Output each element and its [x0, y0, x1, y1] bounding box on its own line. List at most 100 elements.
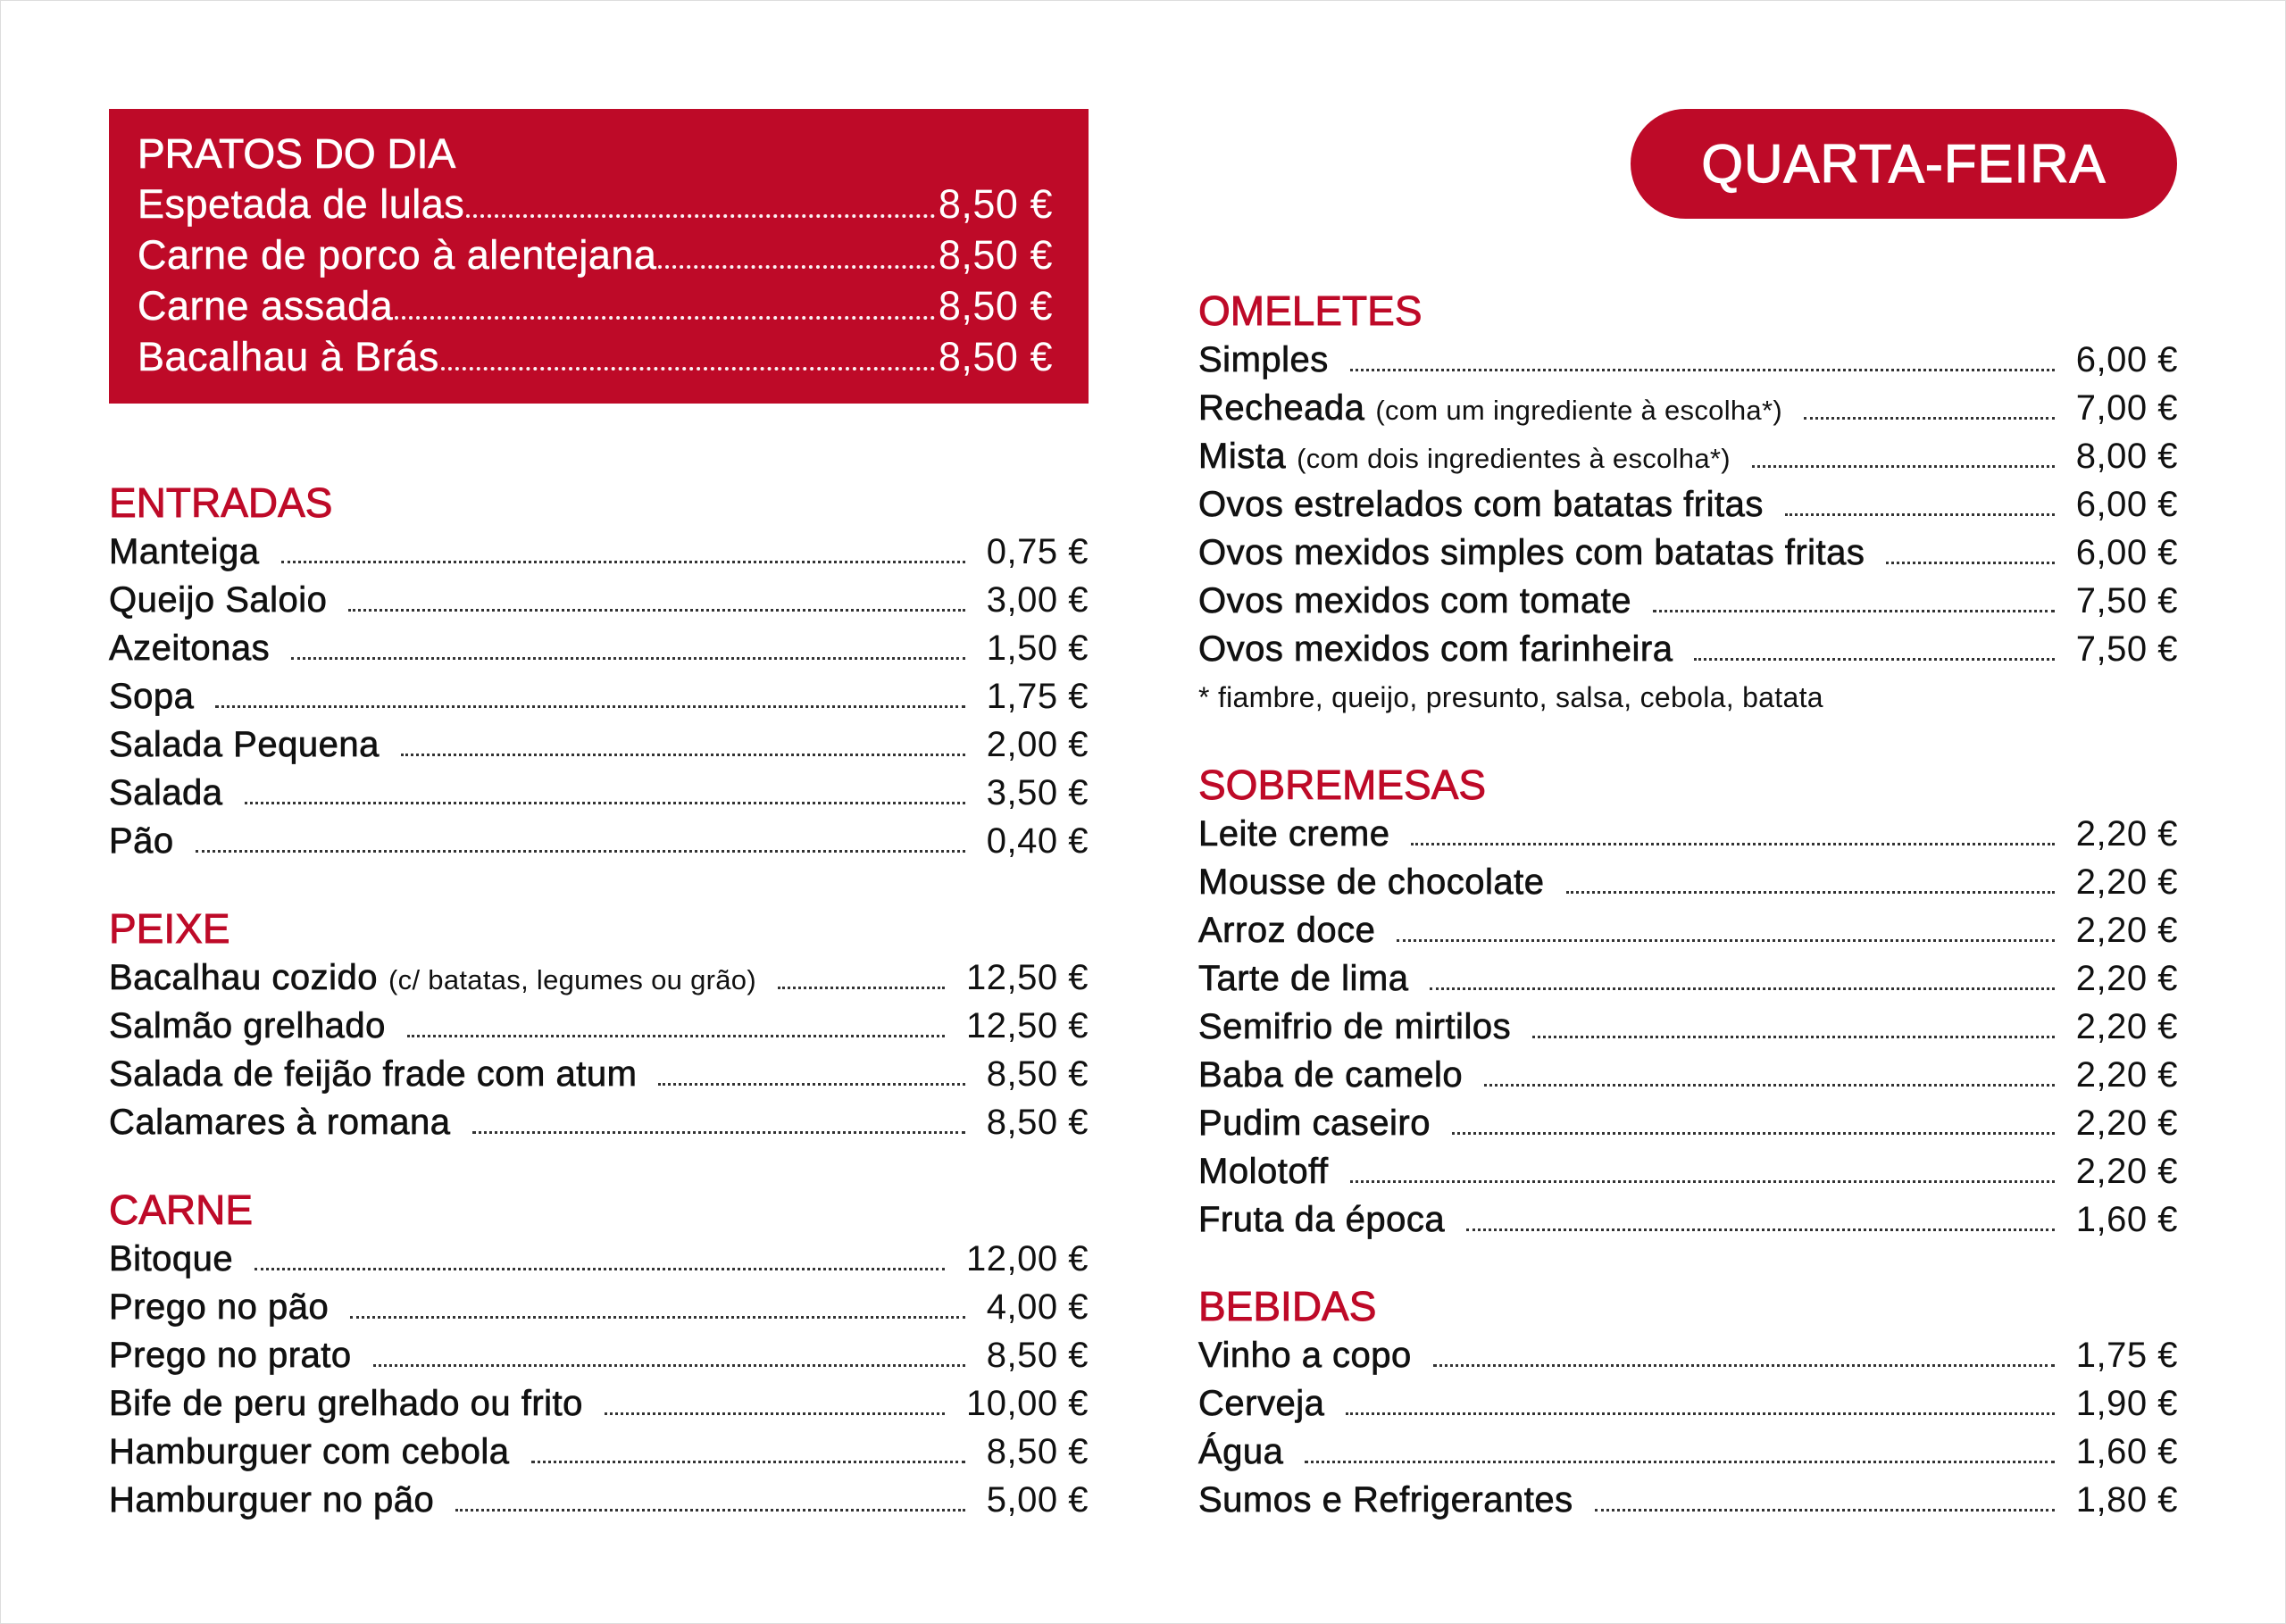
- item-name: Simples: [1198, 340, 1329, 380]
- dot-leader: [215, 705, 965, 708]
- section-carne: CARNE Bitoque 12,00 € Prego no pão 4,00 € Pre…: [109, 1185, 1089, 1524]
- pratos-do-dia-list: Espetada de lulas 8,50 € Carne de porco à …: [138, 180, 1053, 384]
- item-name: Água: [1198, 1432, 1284, 1472]
- dot-leader: [658, 265, 935, 269]
- item-name: Ovos mexidos simples com batatas fritas: [1198, 533, 1865, 573]
- item-note: (c/ batatas, legumes ou grão): [388, 964, 756, 995]
- pratos-do-dia-title: PRATOS DO DIA: [138, 130, 456, 178]
- dot-leader: [604, 1412, 946, 1415]
- menu-item: Espetada de lulas 8,50 €: [138, 180, 1053, 231]
- item-name: Sopa: [109, 677, 195, 717]
- item-name: Semifrio de mirtilos: [1198, 1007, 1512, 1047]
- item-price: 2,00 €: [986, 725, 1089, 764]
- menu-item: Bife de peru grelhado ou frito 10,00 €: [109, 1379, 1089, 1428]
- item-name: Salada: [109, 773, 223, 813]
- item-price: 3,50 €: [986, 773, 1089, 812]
- item-price: 10,00 €: [966, 1384, 1089, 1423]
- item-name: Queijo Saloio: [109, 580, 328, 620]
- dot-leader: [1466, 1228, 2055, 1231]
- item-price: 1,50 €: [986, 629, 1089, 668]
- item-name: Molotoff: [1198, 1152, 1329, 1192]
- dot-leader: [395, 316, 935, 320]
- item-price: 1,80 €: [2075, 1480, 2178, 1520]
- item-name: Salada Pequena: [109, 725, 380, 765]
- item-name: Pão: [109, 821, 174, 862]
- dot-leader: [1565, 891, 2055, 894]
- dot-leader: [348, 609, 965, 612]
- item-name: Espetada de lulas: [138, 181, 465, 228]
- item-price: 0,75 €: [986, 532, 1089, 571]
- menu-item: Sopa 1,75 €: [109, 672, 1089, 720]
- section-entradas: ENTRADAS Manteiga 0,75 € Queijo Saloio 3,00 …: [109, 478, 1089, 865]
- item-name: Manteiga: [109, 532, 260, 572]
- menu-item: Carne assada 8,50 €: [138, 282, 1053, 333]
- item-price: 1,75 €: [986, 677, 1089, 716]
- dot-leader: [777, 987, 946, 989]
- item-price: 8,50 €: [986, 1336, 1089, 1375]
- dot-leader: [455, 1509, 965, 1512]
- menu-item: Recheada (com um ingrediente à escolha*) 7…: [1198, 384, 2178, 432]
- item-note: (com um ingrediente à escolha*): [1375, 395, 1782, 426]
- item-price: 12,50 €: [966, 958, 1089, 997]
- item-price: 1,75 €: [2075, 1336, 2178, 1375]
- section-title: PEIXE: [109, 905, 230, 953]
- menu-item: Queijo Saloio 3,00 €: [109, 576, 1089, 624]
- item-name: Calamares à romana: [109, 1103, 451, 1143]
- item-name: Ovos mexidos com farinheira: [1198, 629, 1673, 670]
- menu-item: Salada Pequena 2,00 €: [109, 720, 1089, 769]
- item-price: 6,00 €: [2075, 340, 2178, 379]
- dot-leader: [280, 561, 965, 563]
- dot-leader: [1305, 1461, 2055, 1463]
- menu-item: Ovos mexidos simples com batatas fritas 6…: [1198, 529, 2178, 577]
- menu-item: Salmão grelhado 12,50 €: [109, 1002, 1089, 1050]
- footnote: * fiambre, queijo, presunto, salsa, cebo…: [1198, 681, 1823, 713]
- item-name: Bitoque: [109, 1239, 234, 1279]
- menu-item: Mista (com dois ingredientes à escolha*) 8…: [1198, 432, 2178, 480]
- dot-leader: [1751, 465, 2055, 468]
- item-name: Recheada: [1198, 388, 1365, 429]
- item-name: Carne de porco à alentejana: [138, 232, 657, 279]
- dot-leader: [244, 802, 965, 804]
- menu-item: Tarte de lima 2,20 €: [1198, 954, 2178, 1003]
- section-title: SOBREMESAS: [1198, 762, 1487, 809]
- menu-item: Cerveja 1,90 €: [1198, 1379, 2178, 1428]
- item-price: 8,00 €: [2075, 437, 2178, 476]
- menu-item: Vinho a copo 1,75 €: [1198, 1331, 2178, 1379]
- menu-item: Ovos estrelados com batatas fritas 6,00 €: [1198, 480, 2178, 529]
- section-title: OMELETES: [1198, 287, 1422, 335]
- item-price: 2,20 €: [2075, 862, 2178, 902]
- menu-item: Carne de porco à alentejana 8,50 €: [138, 231, 1053, 282]
- item-name: Bacalhau cozido: [109, 958, 379, 998]
- pratos-do-dia-box: PRATOS DO DIA Espetada de lulas 8,50 € Car…: [109, 109, 1089, 404]
- section-title: ENTRADAS: [109, 479, 333, 527]
- item-name: Prego no pão: [109, 1287, 330, 1328]
- section-peixe: PEIXE Bacalhau cozido (c/ batatas, legumes…: [109, 904, 1089, 1146]
- dot-leader: [466, 214, 935, 218]
- item-price: 0,40 €: [986, 821, 1089, 861]
- menu-item: Hamburguer no pão 5,00 €: [109, 1476, 1089, 1524]
- section-title: BEBIDAS: [1198, 1283, 1377, 1330]
- item-price: 1,60 €: [2075, 1432, 2178, 1471]
- item-name: Vinho a copo: [1198, 1336, 1412, 1376]
- item-name: Hamburguer no pão: [109, 1480, 435, 1520]
- item-price: 8,50 €: [986, 1054, 1089, 1094]
- dot-leader: [1451, 1132, 2055, 1135]
- menu-item: Baba de camelo 2,20 €: [1198, 1051, 2178, 1099]
- menu-item: Pudim caseiro 2,20 €: [1198, 1099, 2178, 1147]
- dot-leader: [440, 367, 935, 371]
- dot-leader: [530, 1461, 965, 1463]
- item-price: 2,20 €: [2075, 1007, 2178, 1046]
- menu-item: Ovos mexidos com farinheira 7,50 €: [1198, 625, 2178, 673]
- item-price: 6,00 €: [2075, 533, 2178, 572]
- menu-item: Manteiga 0,75 €: [109, 528, 1089, 576]
- item-name: Azeitonas: [109, 629, 271, 669]
- item-name: Carne assada: [138, 283, 394, 329]
- menu-item: Água 1,60 €: [1198, 1428, 2178, 1476]
- item-price: 12,00 €: [966, 1239, 1089, 1278]
- item-price: 2,20 €: [2075, 1103, 2178, 1143]
- dot-leader: [406, 1035, 946, 1037]
- item-price: 8,50 €: [938, 232, 1053, 278]
- dot-leader: [1346, 1412, 2055, 1415]
- item-name: Salmão grelhado: [109, 1006, 386, 1046]
- dot-leader: [1784, 513, 2055, 516]
